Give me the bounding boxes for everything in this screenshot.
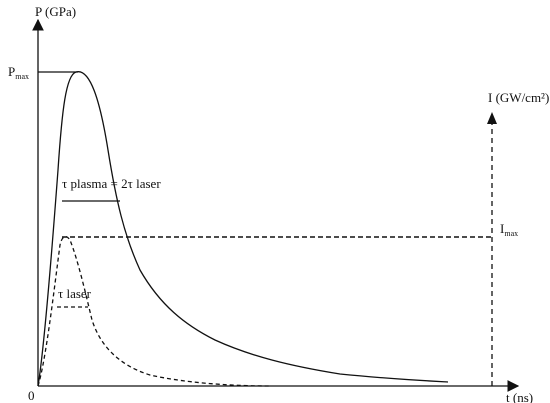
left-y-axis-label: P (GPa)	[35, 4, 76, 19]
i-max-label: Imax	[500, 221, 518, 238]
laser-intensity-curve	[37, 235, 271, 387]
tau-laser-label: τ laser	[58, 286, 92, 301]
origin-label: 0	[28, 388, 35, 403]
p-max-label: Pmax	[8, 64, 29, 81]
right-y-axis-label: I (GW/cm²)	[488, 90, 549, 105]
x-axis-label: t (ns)	[506, 390, 533, 403]
tau-plasma-label: τ plasma = 2τ laser	[62, 176, 161, 191]
pressure-curve	[37, 71, 449, 387]
right-y-axis-arrow	[487, 112, 497, 124]
